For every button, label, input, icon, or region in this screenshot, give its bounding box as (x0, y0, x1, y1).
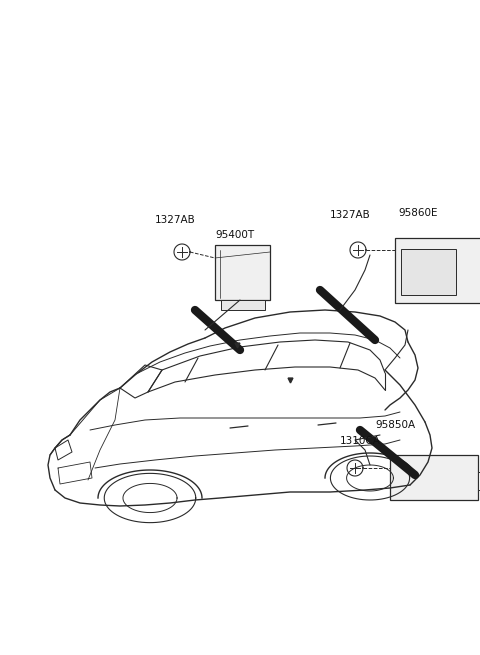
Text: 1327AB: 1327AB (155, 215, 196, 225)
Text: 95850A: 95850A (375, 420, 415, 430)
Bar (390, 455, 478, 500)
Text: 95400T: 95400T (215, 230, 254, 240)
Bar (401, 249, 456, 295)
Bar (478, 472, 480, 490)
Bar (220, 300, 264, 310)
Text: 95860E: 95860E (398, 208, 437, 218)
Bar (215, 245, 270, 300)
Bar (395, 238, 480, 303)
Text: 1310CA: 1310CA (340, 436, 381, 446)
Text: 1327AB: 1327AB (330, 210, 371, 220)
